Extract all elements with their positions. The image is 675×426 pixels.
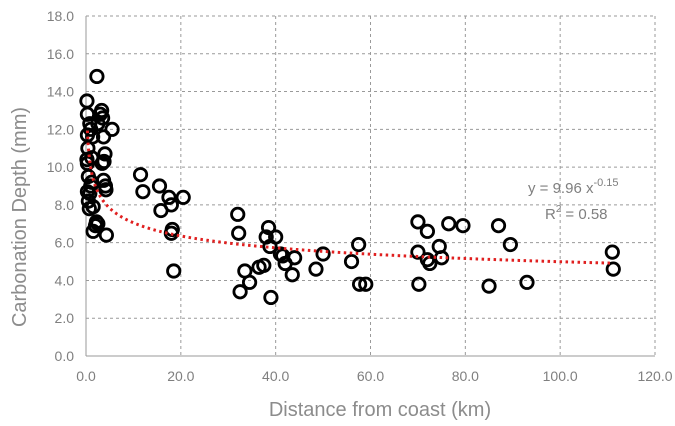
data-point: [96, 153, 112, 170]
data-point: [97, 146, 113, 162]
data-point: [94, 155, 110, 171]
y-tick-label: 14.0: [47, 84, 74, 100]
data-points: [79, 68, 621, 306]
data-point: [441, 216, 457, 232]
y-tick-label: 16.0: [47, 46, 74, 62]
data-point: [241, 274, 258, 290]
x-tick-labels: 0.0 20.0 40.0 60.0 80.0 100.0 120.0: [76, 368, 672, 384]
data-point: [94, 110, 111, 126]
data-point: [455, 218, 471, 234]
data-point: [604, 244, 620, 260]
data-point: [410, 244, 426, 260]
r-squared-superscript: 2: [556, 204, 562, 215]
equation-exponent: -0.15: [593, 177, 618, 189]
data-point: [98, 182, 114, 198]
y-axis-title: Carbonation Depth (mm): [9, 107, 31, 327]
data-point: [605, 261, 621, 277]
data-point: [230, 206, 246, 222]
data-point: [260, 219, 277, 236]
data-point: [89, 68, 105, 85]
data-point: [287, 250, 303, 266]
power-trendline: [85, 130, 613, 265]
data-point: [268, 229, 284, 245]
y-tick-labels: 0.0 2.0 4.0 6.0 8.0 10.0 12.0 14.0 16.0 18.0: [47, 8, 74, 364]
y-tick-label: 12.0: [47, 121, 74, 137]
x-tick-label: 0.0: [76, 368, 96, 384]
data-point: [104, 121, 120, 137]
y-tick-label: 4.0: [55, 272, 75, 288]
y-tick-label: 10.0: [47, 159, 74, 175]
data-point: [308, 261, 324, 277]
x-tick-label: 120.0: [637, 368, 672, 384]
data-point: [490, 218, 507, 234]
y-tick-label: 8.0: [55, 197, 75, 213]
data-point: [90, 216, 106, 232]
data-point: [231, 225, 247, 241]
data-point: [284, 267, 300, 283]
data-point: [135, 184, 151, 200]
r-squared-label: R2 = 0.58: [545, 204, 608, 223]
data-point: [175, 189, 191, 205]
equation-label: y = 9.96 x-0.15: [528, 177, 619, 197]
y-tick-label: 18.0: [47, 8, 74, 24]
data-point: [232, 284, 248, 300]
x-axis-title: Distance from coast (km): [269, 399, 491, 421]
data-point: [351, 236, 367, 253]
data-point: [343, 253, 360, 270]
data-point: [98, 227, 114, 243]
data-point: [358, 276, 374, 292]
data-point: [151, 178, 168, 194]
data-point: [94, 102, 110, 119]
y-tick-label: 2.0: [55, 310, 75, 326]
data-point: [351, 276, 368, 292]
x-tick-label: 20.0: [167, 368, 194, 384]
y-tick-label: 0.0: [55, 348, 75, 364]
data-point: [163, 197, 179, 213]
r-squared-symbol: R: [545, 206, 556, 223]
equation-text: y = 9.96 x: [528, 180, 594, 197]
data-point: [85, 199, 101, 215]
data-point: [422, 255, 438, 272]
data-point: [411, 276, 427, 292]
data-point: [132, 167, 149, 183]
data-point: [419, 223, 435, 239]
x-tick-label: 100.0: [543, 368, 578, 384]
data-point: [166, 263, 182, 279]
data-point: [481, 278, 497, 294]
y-tick-label: 6.0: [55, 235, 75, 251]
x-tick-label: 80.0: [452, 368, 479, 384]
data-point: [79, 93, 95, 109]
data-point: [256, 257, 272, 273]
x-tick-label: 40.0: [262, 368, 289, 384]
r-squared-value: = 0.58: [565, 206, 607, 223]
data-point: [502, 236, 518, 253]
gridlines: [86, 15, 656, 356]
data-point: [315, 246, 331, 262]
data-point: [263, 289, 279, 306]
data-point: [519, 274, 535, 290]
data-point: [410, 214, 426, 230]
x-tick-label: 60.0: [357, 368, 384, 384]
data-point: [95, 129, 112, 145]
trendline-equation: y = 9.96 x-0.15 R2 = 0.58: [528, 177, 619, 223]
data-point: [161, 189, 177, 205]
